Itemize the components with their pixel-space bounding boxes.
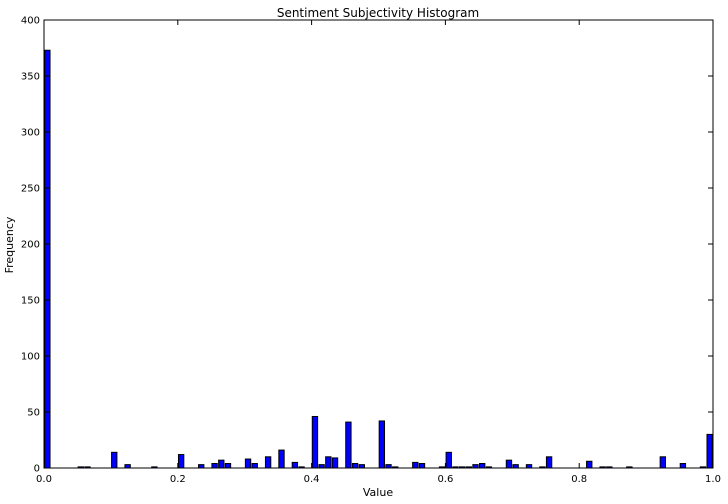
histogram-bar	[318, 464, 325, 469]
histogram-bar	[44, 49, 51, 469]
y-tick-label: 400	[21, 16, 40, 27]
plot-background	[44, 20, 713, 468]
histogram-bar	[124, 464, 131, 469]
histogram-bar	[586, 460, 593, 469]
histogram-bar	[385, 464, 392, 469]
histogram-bar	[251, 463, 258, 469]
plot-area	[44, 20, 713, 468]
histogram-bar	[325, 456, 332, 469]
histogram-bar	[331, 457, 339, 469]
histogram-bar	[545, 456, 553, 469]
histogram-bar	[311, 415, 319, 469]
x-tick-label: 0.6	[437, 474, 453, 485]
histogram-bar	[679, 463, 687, 469]
y-tick-label: 0	[34, 464, 40, 475]
histogram-bar	[418, 463, 426, 469]
y-tick-label: 50	[27, 408, 40, 419]
histogram-bar	[345, 421, 352, 469]
x-tick-label: 0.2	[170, 474, 186, 485]
x-tick-label: 0.8	[571, 474, 587, 485]
x-tick-label: 1.0	[705, 474, 721, 485]
histogram-bar	[264, 456, 272, 469]
histogram-bar	[218, 459, 225, 469]
histogram-bar	[479, 463, 486, 469]
histogram-bar	[244, 458, 252, 469]
histogram-bar	[706, 433, 713, 469]
histogram-bar	[211, 463, 218, 469]
histogram-bar	[177, 454, 185, 469]
y-tick-label: 150	[21, 296, 40, 307]
y-tick-label: 250	[21, 184, 40, 195]
histogram-bar	[659, 456, 667, 469]
x-tick-label: 0.4	[304, 474, 320, 485]
bars-layer	[44, 49, 713, 469]
y-tick-label: 350	[21, 72, 40, 83]
histogram-bar	[224, 463, 232, 469]
histogram-bar	[198, 464, 205, 469]
x-axis-label: Value	[363, 486, 393, 499]
histogram-bar	[378, 420, 386, 469]
y-tick-label: 300	[21, 128, 40, 139]
histogram-bar	[512, 464, 519, 469]
histogram-bar	[472, 464, 479, 469]
histogram-bar	[291, 461, 299, 469]
histogram-bar	[278, 449, 285, 469]
histogram-bar	[445, 451, 452, 469]
y-axis-label: Frequency	[3, 216, 16, 273]
chart-title: Sentiment Subjectivity Histogram	[277, 6, 479, 20]
plot-frame	[43, 19, 714, 469]
histogram-bar	[412, 461, 419, 469]
x-tick-label: 0.0	[36, 474, 52, 485]
histogram-bar	[525, 464, 533, 469]
plot-frame-layer	[43, 19, 714, 469]
histogram-bar	[358, 464, 365, 469]
y-tick-label: 100	[21, 352, 40, 363]
histogram-bar	[505, 459, 513, 469]
y-tick-label: 200	[21, 240, 40, 251]
histogram-bar	[111, 451, 118, 469]
tick-labels-layer: 0.0 0.2 0.4 0.6 0.8 1.0 0 50 100 150 200 250 300 350 4…	[21, 16, 721, 486]
histogram-bar	[351, 463, 359, 469]
